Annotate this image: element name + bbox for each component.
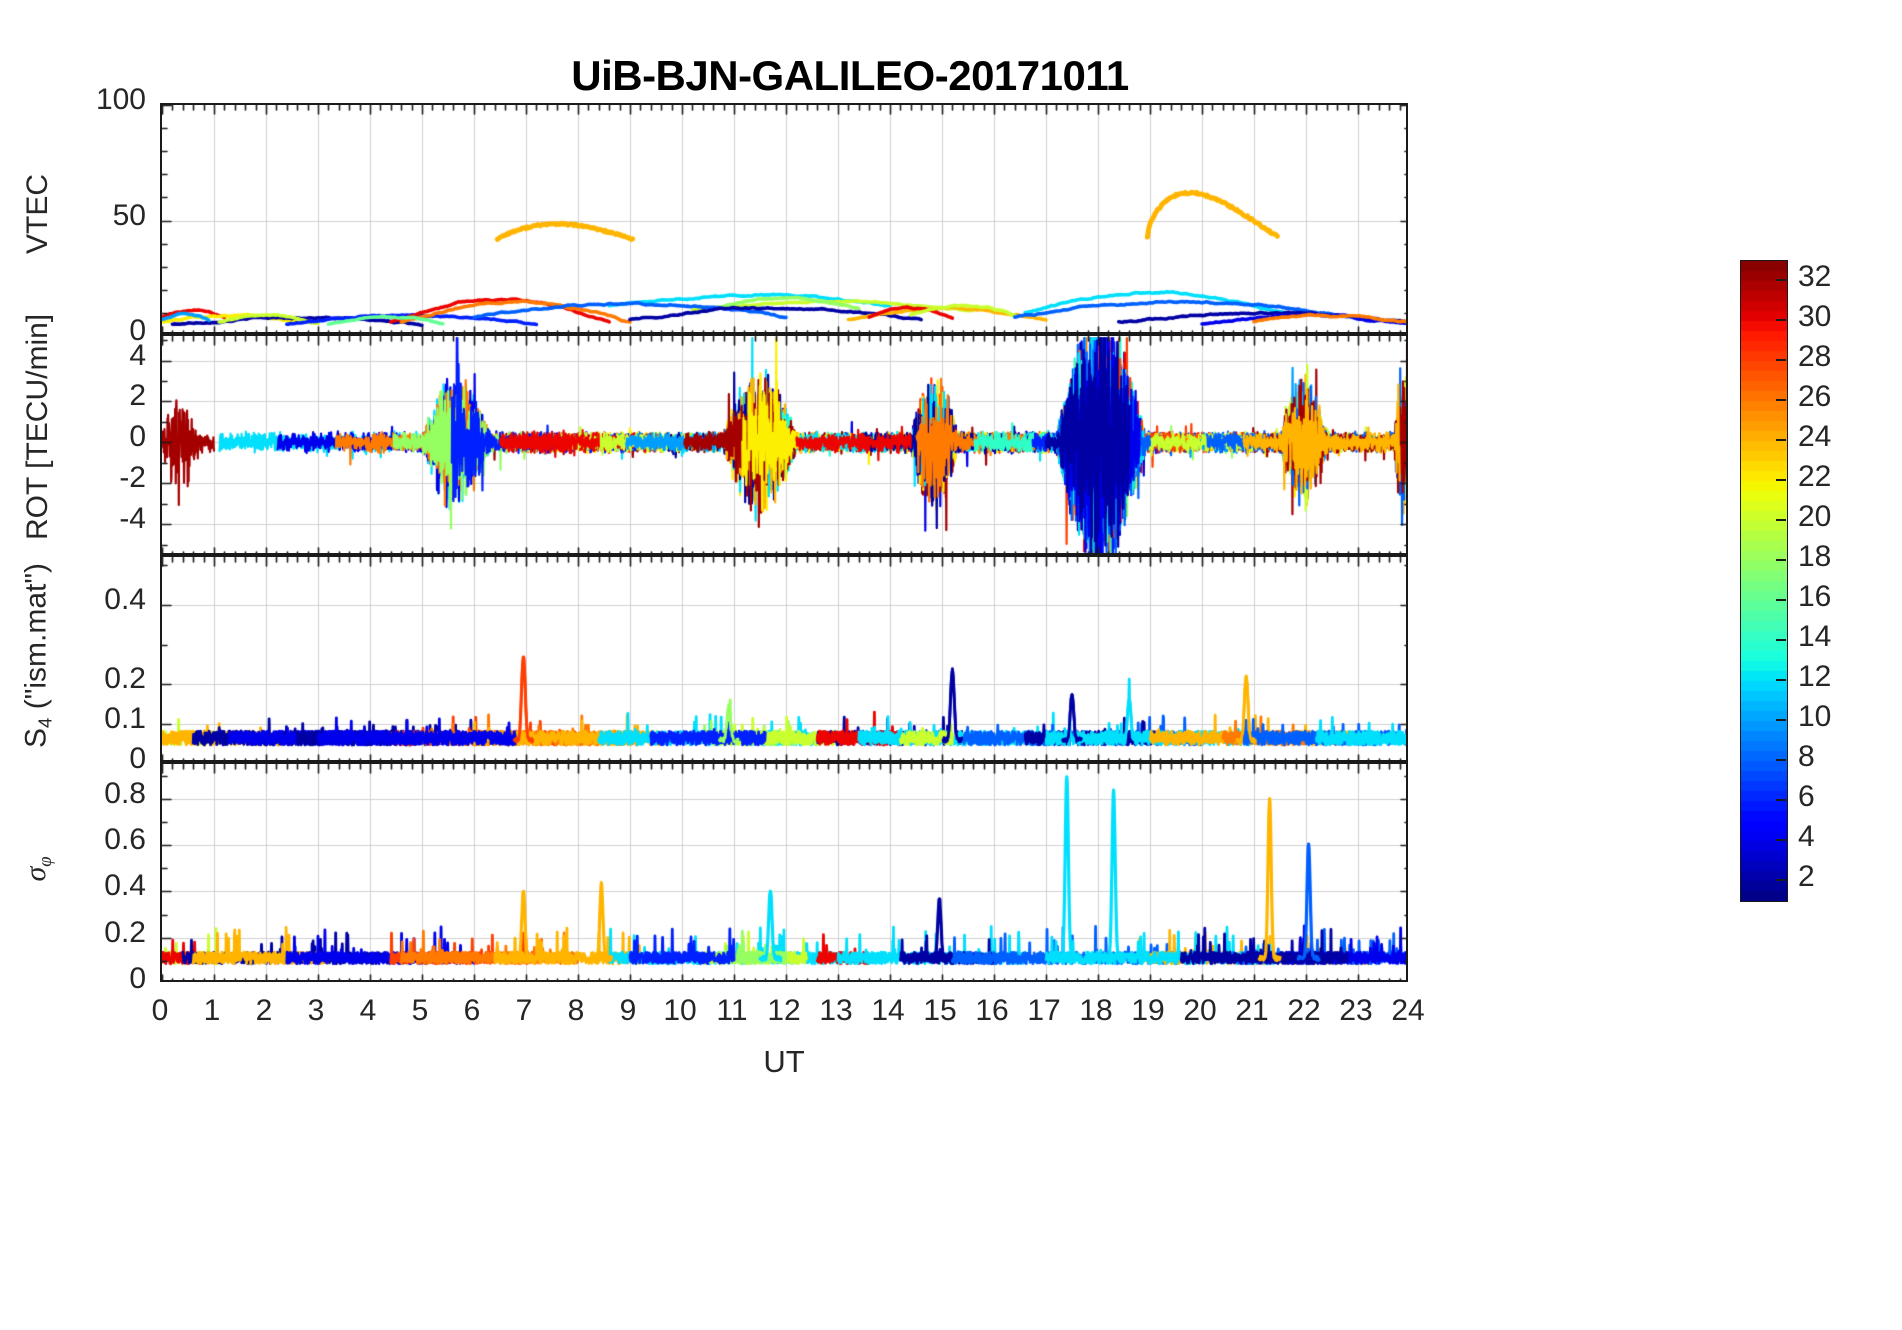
y-tick-label-vtec: 100	[95, 83, 146, 116]
x-tick-label: 9	[619, 994, 637, 1027]
y-tick-label-rot: 2	[129, 379, 146, 413]
y-tick-label-sigma_phi: 0.6	[104, 823, 146, 857]
colorbar-tick-label: 12	[1798, 660, 1832, 693]
y-axis-label-sigma_phi: σφ	[19, 856, 56, 882]
colorbar-tick-mark	[1776, 719, 1786, 721]
colorbar-tick-mark	[1776, 519, 1786, 521]
colorbar-tick-label: 14	[1798, 620, 1832, 653]
x-tick-label: 11	[716, 994, 748, 1027]
colorbar-tick-label: 16	[1798, 580, 1832, 613]
plot-panel-s4[interactable]	[160, 555, 1408, 762]
colorbar-tick-label: 4	[1798, 820, 1815, 853]
colorbar-tick-label: 22	[1798, 460, 1832, 493]
y-tick-label-vtec: 0	[129, 314, 146, 347]
colorbar-tick-mark	[1776, 559, 1786, 561]
x-tick-label: 0	[151, 994, 169, 1027]
y-tick-label-sigma_phi: 0	[129, 962, 146, 995]
colorbar-tick-mark	[1776, 319, 1786, 321]
y-tick-label-rot: 4	[129, 338, 146, 372]
colorbar-tick-mark	[1776, 399, 1786, 401]
colorbar-tick-mark	[1776, 279, 1786, 281]
colorbar-tick-mark	[1776, 799, 1786, 801]
vtec-canvas	[162, 105, 1406, 332]
x-tick-label: 6	[463, 994, 481, 1027]
colorbar-tick-mark	[1776, 359, 1786, 361]
y-tick-label-sigma_phi: 0.2	[104, 915, 146, 949]
y-tick-label-rot: 0	[129, 420, 146, 454]
x-tick-label: 18	[1079, 994, 1113, 1027]
x-axis-label: UT	[763, 1044, 805, 1079]
x-tick-label: 14	[871, 994, 905, 1027]
y-tick-label-rot: -2	[119, 461, 146, 495]
x-tick-label: 1	[203, 994, 221, 1027]
colorbar-tick-label: 24	[1798, 420, 1832, 453]
s4-canvas	[162, 557, 1406, 760]
colorbar-tick-mark	[1776, 479, 1786, 481]
x-tick-label: 19	[1131, 994, 1165, 1027]
colorbar-tick-mark	[1776, 639, 1786, 641]
x-tick-label: 20	[1183, 994, 1217, 1027]
sigma-phi-canvas	[162, 764, 1406, 980]
x-tick-label: 2	[255, 994, 273, 1027]
x-tick-label: 24	[1391, 994, 1425, 1027]
x-tick-label: 10	[663, 994, 697, 1027]
x-tick-label: 8	[567, 994, 585, 1027]
colorbar-tick-label: 8	[1798, 740, 1815, 773]
colorbar-tick-label: 10	[1798, 700, 1832, 733]
x-tick-label: 22	[1287, 994, 1321, 1027]
x-tick-label: 17	[1027, 994, 1061, 1027]
colorbar-tick-mark	[1776, 759, 1786, 761]
x-tick-label: 23	[1339, 994, 1373, 1027]
colorbar-tick-mark	[1776, 599, 1786, 601]
y-tick-label-sigma_phi: 0.8	[104, 776, 146, 810]
colorbar-tick-label: 30	[1798, 300, 1832, 333]
x-tick-label: 12	[767, 994, 801, 1027]
x-tick-label: 3	[307, 994, 325, 1027]
colorbar-tick-mark	[1776, 439, 1786, 441]
colorbar-tick-label: 6	[1798, 780, 1815, 813]
y-tick-label-sigma_phi: 0.4	[104, 869, 146, 903]
colorbar-tick-label: 18	[1798, 540, 1832, 573]
x-tick-label: 13	[819, 994, 853, 1027]
y-tick-label-vtec: 50	[112, 198, 146, 232]
y-tick-label-s4: 0.1	[104, 702, 146, 736]
x-tick-label: 5	[411, 994, 429, 1027]
x-tick-label: 16	[975, 994, 1009, 1027]
y-tick-label-s4: 0	[129, 742, 146, 775]
y-axis-label-rot: ROT [TECU/min]	[21, 313, 54, 540]
plot-panel-sigma-phi[interactable]	[160, 762, 1408, 982]
colorbar-tick-label: 2	[1798, 860, 1815, 893]
colorbar-tick-label: 28	[1798, 340, 1832, 373]
x-tick-label: 15	[923, 994, 957, 1027]
colorbar[interactable]	[1740, 260, 1788, 902]
plot-panel-vtec[interactable]	[160, 103, 1408, 334]
y-tick-label-rot: -4	[119, 502, 146, 536]
colorbar-tick-label: 26	[1798, 380, 1832, 413]
y-axis-label-s4: S4 ("ism.mat")	[19, 562, 56, 748]
colorbar-gradient	[1740, 260, 1788, 902]
colorbar-tick-label: 32	[1798, 260, 1832, 293]
colorbar-tick-mark	[1776, 879, 1786, 881]
rot-canvas	[162, 336, 1406, 553]
x-tick-label: 7	[515, 994, 533, 1027]
y-tick-label-s4: 0.2	[104, 662, 146, 696]
page-title: UiB-BJN-GALILEO-20171011	[571, 52, 1129, 99]
x-tick-label: 4	[359, 994, 377, 1027]
y-tick-label-s4: 0.4	[104, 582, 146, 616]
colorbar-tick-label: 20	[1798, 500, 1832, 533]
colorbar-tick-mark	[1776, 839, 1786, 841]
colorbar-tick-mark	[1776, 679, 1786, 681]
x-tick-label: 21	[1235, 994, 1269, 1027]
y-axis-label-vtec: VTEC	[21, 173, 54, 254]
plot-panel-rot[interactable]	[160, 334, 1408, 555]
